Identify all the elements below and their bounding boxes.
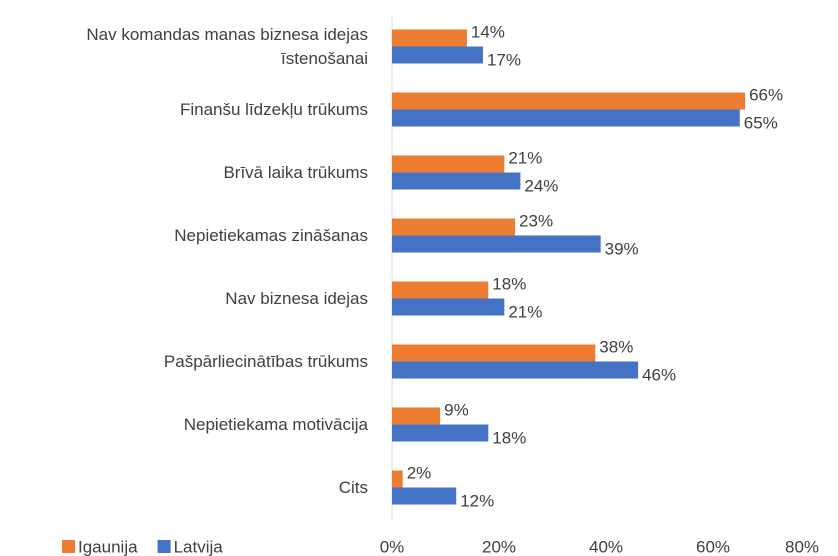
bar	[392, 46, 483, 64]
bar	[392, 344, 596, 362]
bar	[392, 487, 457, 505]
data-label: 38%	[599, 337, 633, 356]
data-label: 24%	[524, 176, 558, 195]
bar	[392, 470, 403, 488]
legend-label: Latvija	[174, 537, 224, 556]
data-label: 23%	[519, 211, 553, 230]
x-tick-label: 80%	[785, 537, 819, 556]
bar	[392, 298, 505, 316]
data-label: 17%	[487, 50, 521, 69]
data-label: 21%	[508, 148, 542, 167]
bar	[392, 172, 521, 190]
x-tick-label: 20%	[482, 537, 516, 556]
bar	[392, 109, 740, 127]
category-label: Nav komandas manas biznesa idejas īsteno…	[86, 24, 368, 68]
bar	[392, 235, 601, 253]
data-label: 39%	[605, 239, 639, 258]
x-tick-label: 40%	[589, 537, 623, 556]
category-label: Finanšu līdzekļu trūkums	[179, 99, 368, 119]
category-label: Nepietiekamas zināšanas	[174, 225, 368, 245]
category-label: Nepietiekama motivācija	[183, 414, 368, 434]
legend-label: Igaunija	[78, 537, 138, 556]
data-label: 46%	[642, 365, 676, 384]
category-label: Cits	[338, 477, 368, 497]
bar	[392, 361, 639, 379]
data-label: 65%	[744, 113, 778, 132]
bar	[392, 424, 489, 442]
data-label: 21%	[508, 302, 542, 321]
category-label: Pašpārliecinātības trūkums	[163, 351, 368, 371]
data-label: 9%	[444, 400, 469, 419]
data-label: 2%	[407, 463, 432, 482]
bar	[392, 407, 441, 425]
x-tick-label: 60%	[696, 537, 730, 556]
legend-swatch	[62, 540, 75, 553]
category-label: Brīvā laika trūkums	[223, 162, 368, 182]
data-label: 18%	[492, 274, 526, 293]
bar	[392, 218, 516, 236]
category-label: Nav biznesa idejas	[225, 288, 368, 308]
bar	[392, 92, 746, 110]
bar	[392, 29, 467, 47]
bar	[392, 155, 505, 173]
bar	[392, 281, 489, 299]
data-label: 18%	[492, 428, 526, 447]
data-label: 66%	[749, 85, 783, 104]
data-label: 12%	[460, 491, 494, 510]
legend-swatch	[157, 540, 171, 553]
data-label: 14%	[471, 22, 505, 41]
x-tick-label: 0%	[380, 537, 405, 556]
